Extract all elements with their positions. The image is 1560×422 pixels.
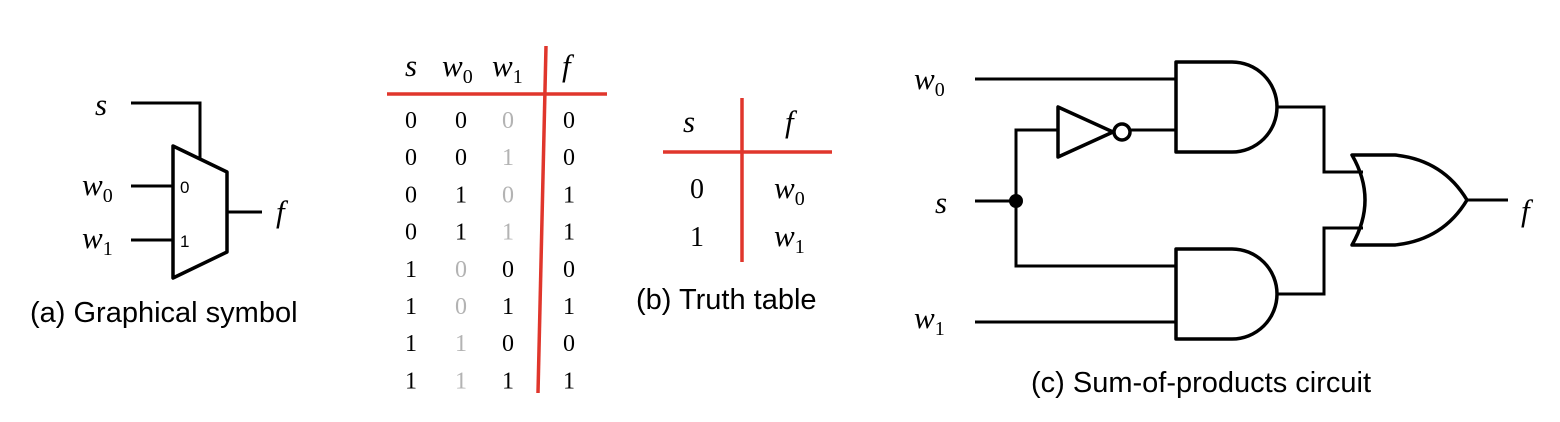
s-to-not-wire bbox=[1014, 128, 1058, 201]
full-table-cell: 0 bbox=[502, 182, 514, 208]
compact-truth-table: s f 0 w0 1 w1 (b) Truth table bbox=[636, 98, 832, 316]
full-table-cell: 1 bbox=[455, 368, 467, 394]
circuit-s-label: s bbox=[935, 185, 947, 220]
tt-row-0-f: w0 bbox=[774, 170, 805, 210]
tt-row-1-s: 1 bbox=[690, 222, 704, 253]
graphical-symbol: s w0 0 w1 1 f (a) Graphical symbol bbox=[30, 87, 298, 329]
full-table-header-3: f bbox=[562, 48, 575, 83]
tt-row-0-s: 0 bbox=[690, 174, 704, 205]
full-table-cell: 0 bbox=[405, 108, 417, 134]
and-upper-to-or-wire bbox=[1277, 105, 1363, 174]
full-table-cell: 0 bbox=[405, 220, 417, 246]
junction-dot bbox=[1009, 194, 1023, 208]
caption-b: (b) Truth table bbox=[636, 284, 817, 316]
full-table-cell: 1 bbox=[455, 220, 467, 246]
full-table-cell: 0 bbox=[563, 331, 575, 357]
full-table-cell: 1 bbox=[405, 368, 417, 394]
symbol-f-label: f bbox=[276, 194, 289, 229]
inverter-bubble bbox=[1112, 122, 1132, 142]
and-lower-to-or-wire bbox=[1277, 226, 1363, 296]
circuit-f-label: f bbox=[1521, 193, 1534, 228]
full-table-cell: 0 bbox=[405, 145, 417, 171]
tt-header-f: f bbox=[785, 104, 798, 139]
full-table-header-0: s bbox=[405, 48, 417, 83]
full-table-cell: 1 bbox=[502, 368, 514, 394]
caption-c: (c) Sum-of-products circuit bbox=[1031, 367, 1371, 399]
symbol-s-label: s bbox=[95, 87, 107, 122]
or-gate bbox=[1350, 153, 1469, 247]
full-table-cell: 1 bbox=[563, 368, 575, 394]
full-table-cell: 1 bbox=[455, 331, 467, 357]
sum-of-products-circuit: w0 s w1 f (c) Sum-of-products circuit bbox=[914, 60, 1534, 399]
full-table-cell: 1 bbox=[405, 331, 417, 357]
caption-a: (a) Graphical symbol bbox=[30, 297, 298, 329]
input-0-label: 0 bbox=[180, 178, 189, 197]
input-1-label: 1 bbox=[180, 232, 189, 251]
select-wire bbox=[131, 101, 202, 160]
circuit-w0-label: w0 bbox=[914, 61, 945, 101]
not-gate bbox=[1056, 105, 1115, 159]
full-table-cell: 0 bbox=[502, 331, 514, 357]
and-gate-lower bbox=[1174, 247, 1279, 341]
tt-header-s: s bbox=[683, 104, 695, 139]
mux-trapezoid bbox=[171, 144, 229, 280]
full-table-cell: 0 bbox=[502, 108, 514, 134]
and-gate-upper bbox=[1174, 60, 1279, 154]
symbol-w0-label: w0 bbox=[82, 167, 113, 207]
full-table-cell: 1 bbox=[502, 294, 514, 320]
full-table-header-1: w0 bbox=[442, 48, 473, 88]
full-table-cell: 0 bbox=[563, 257, 575, 283]
full-table-cell: 0 bbox=[563, 108, 575, 134]
full-table-cell: 0 bbox=[455, 145, 467, 171]
full-table-cell: 0 bbox=[405, 182, 417, 208]
full-table-cell: 0 bbox=[502, 257, 514, 283]
full-table-cell: 0 bbox=[455, 108, 467, 134]
tt-row-1-f: w1 bbox=[774, 218, 805, 258]
full-table-cell: 1 bbox=[405, 294, 417, 320]
full-table-output-divider bbox=[536, 45, 548, 394]
full-table-cell: 1 bbox=[563, 294, 575, 320]
full-truth-table: s w0 w1 f 0 0 0 0 0 0 1 0 0 1 0 1 0 1 1 1 1 0 0 0 1 0 1 1 1 1 0 0 1 1 1 1 bbox=[387, 45, 607, 394]
s-to-lower-and-wire bbox=[1014, 201, 1176, 268]
full-table-cell: 0 bbox=[455, 257, 467, 283]
full-table-cell: 0 bbox=[563, 145, 575, 171]
full-table-cell: 1 bbox=[405, 257, 417, 283]
full-table-cell: 0 bbox=[455, 294, 467, 320]
full-table-cell: 1 bbox=[563, 182, 575, 208]
symbol-w1-label: w1 bbox=[82, 220, 113, 260]
full-table-cell: 1 bbox=[455, 182, 467, 208]
full-table-cell: 1 bbox=[502, 220, 514, 246]
full-table-cell: 1 bbox=[502, 145, 514, 171]
full-table-header-2: w1 bbox=[492, 48, 523, 88]
circuit-w1-label: w1 bbox=[914, 300, 945, 340]
full-table-cell: 1 bbox=[563, 220, 575, 246]
